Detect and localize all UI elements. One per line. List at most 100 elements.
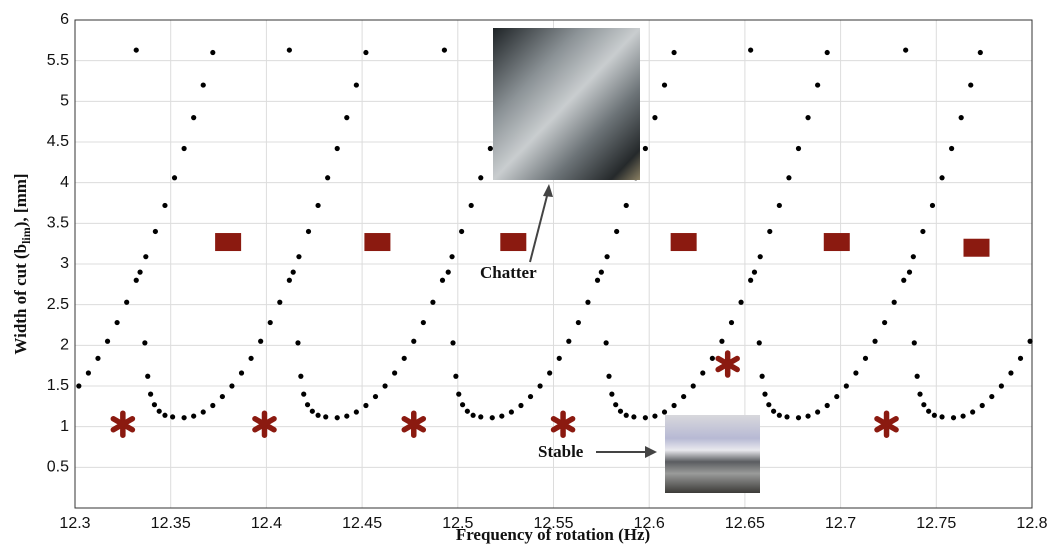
lobe-point (181, 415, 187, 421)
lobe-point (949, 145, 955, 152)
lobe-point (420, 319, 426, 326)
lobe-point (911, 340, 917, 346)
lobe-point (776, 202, 782, 209)
y-tick-label: 2.5 (47, 296, 69, 313)
chatter-point (500, 233, 527, 252)
lobe-point (104, 338, 111, 344)
lobe-point (815, 82, 821, 88)
x-tick-label: 12.4 (251, 515, 282, 532)
lobe-point (527, 393, 534, 400)
chatter-arrow (529, 191, 549, 263)
asterisk-stroke (550, 415, 576, 433)
lobe-point (700, 370, 706, 376)
lobe-point (690, 383, 696, 389)
lobe-point (786, 175, 792, 181)
x-tick-label: 12.7 (825, 515, 856, 532)
chatter-point (215, 233, 242, 252)
lobe-point (441, 47, 448, 53)
lobe-point (372, 393, 379, 400)
lobe-point (917, 391, 923, 397)
lobe-point (748, 47, 754, 53)
lobe-point (921, 402, 927, 408)
lobe-point (906, 269, 913, 275)
annotation: Stable (538, 442, 584, 461)
lobe-point (382, 383, 388, 389)
lobe-point (958, 115, 964, 121)
lobe-point (960, 413, 966, 419)
lobe-point (661, 409, 668, 415)
lobe-point (776, 412, 782, 418)
lobe-point (824, 402, 830, 409)
lobe-point (771, 408, 777, 414)
lobe-point (152, 228, 158, 235)
lobe-point (301, 391, 307, 397)
lobe-point (162, 202, 168, 209)
lobe-point (171, 175, 178, 181)
lobe-point (939, 175, 945, 181)
lobe-point (748, 277, 754, 283)
lobe-point (575, 319, 581, 326)
lobe-point (815, 409, 821, 415)
lobe-point (210, 49, 216, 56)
stable-point (874, 410, 899, 438)
lobe-point (728, 319, 735, 326)
marks (76, 47, 1033, 438)
lobe-point (508, 409, 514, 415)
lobe-point (453, 373, 459, 379)
lobe-point (298, 373, 304, 379)
lobe-point (392, 370, 398, 376)
chatter-point (670, 233, 697, 252)
lobe-point (784, 414, 790, 420)
x-tick-label: 12.5 (442, 515, 473, 532)
lobe-point (325, 175, 331, 181)
lobe-point (290, 269, 296, 275)
lobe-point (613, 402, 619, 408)
lobe-point (914, 373, 920, 379)
lobe-point (363, 402, 369, 409)
lobe-point (910, 254, 916, 260)
lobe-point (219, 393, 225, 400)
lobe-point (489, 415, 495, 421)
lobe-point (759, 373, 765, 379)
lobe-point (968, 82, 974, 88)
lobe-point (200, 409, 206, 415)
lobe-point (334, 415, 340, 421)
lobe-point (738, 299, 744, 305)
x-axis-label: Frequency of rotation (Hz) (456, 525, 650, 544)
lobe-point (604, 254, 610, 260)
lobe-point (124, 299, 130, 305)
x-tick-label: 12.35 (151, 515, 191, 532)
lobe-point (719, 338, 725, 344)
lobe-point (681, 393, 687, 400)
lobe-point (344, 413, 350, 419)
plot-frame (74, 19, 1033, 509)
y-tick-label: 4.5 (47, 133, 69, 150)
lobe-point (162, 412, 168, 418)
lobe-point (585, 299, 591, 305)
lobe-point (762, 391, 768, 397)
y-tick-label: 1 (60, 418, 69, 435)
lobe-point (353, 82, 359, 88)
lobe-point (439, 277, 446, 283)
lobe-point (200, 82, 206, 88)
y-tick-label: 5.5 (47, 52, 69, 69)
asterisk-stroke (252, 415, 277, 433)
lobe-point (191, 413, 197, 419)
lobe-point (824, 49, 830, 56)
lobe-point (151, 402, 158, 408)
lobe-point (939, 414, 945, 420)
lobe-point (334, 145, 340, 152)
lobe-point (137, 269, 143, 275)
lobe-point (766, 402, 772, 408)
lobe-point (598, 269, 604, 275)
lobe-point (411, 338, 417, 344)
chatter-point (364, 233, 391, 252)
lobe-point (304, 402, 311, 408)
lobe-point (623, 412, 629, 418)
lobe-point (305, 228, 312, 235)
stable-point (110, 410, 136, 438)
lobe-point (989, 393, 995, 400)
lobe-point (456, 391, 462, 397)
asterisk-stroke (715, 355, 740, 373)
lobe-point (170, 414, 176, 420)
